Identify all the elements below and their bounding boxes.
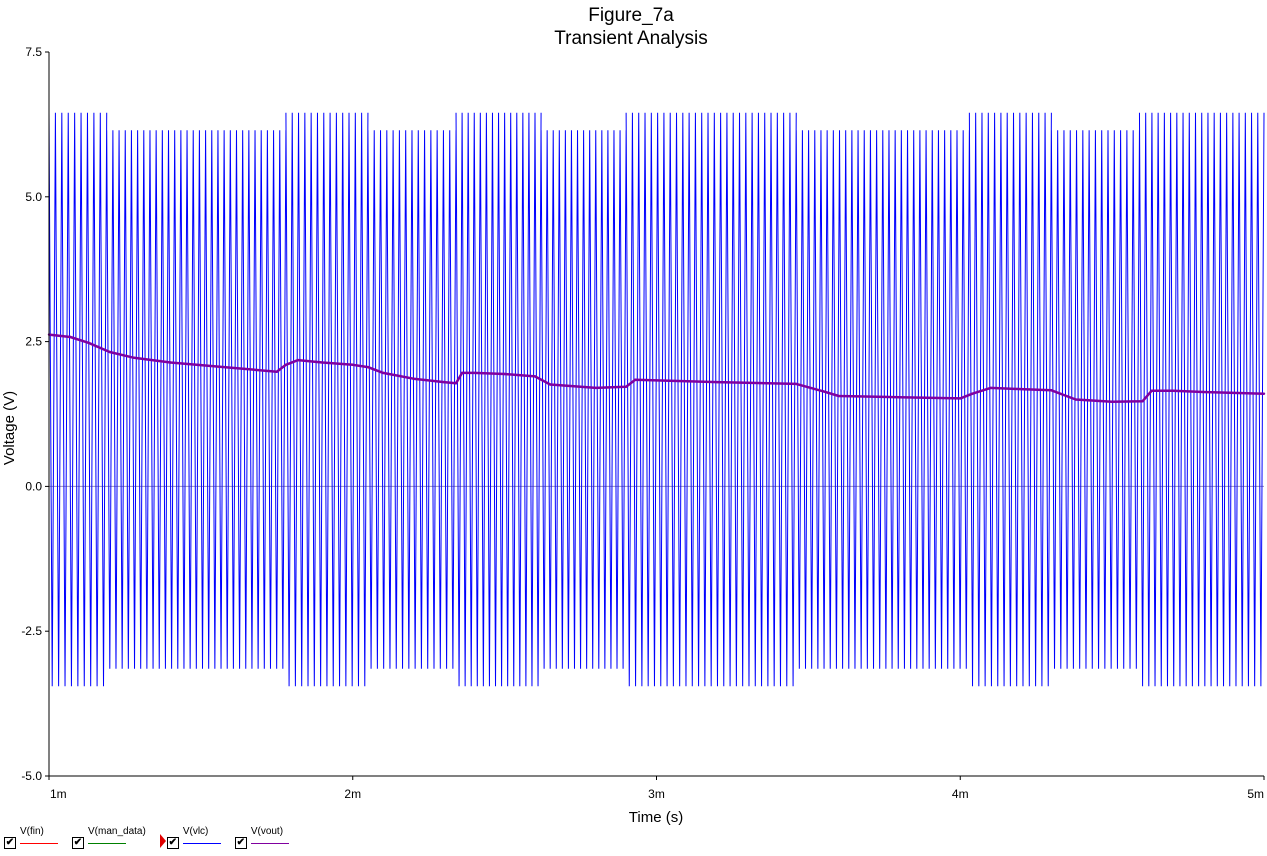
x-tick-label: 4m <box>952 787 969 801</box>
data-point <box>230 366 233 369</box>
series-line-vlc <box>48 112 1265 687</box>
legend-label: V(fin) <box>20 826 44 837</box>
y-tick-label: -5.0 <box>21 769 42 783</box>
data-point <box>460 371 464 375</box>
x-tick-label: 5m <box>1247 787 1264 801</box>
data-point <box>454 382 458 385</box>
y-tick-label: 7.5 <box>25 45 42 59</box>
x-tick-label: 2m <box>344 787 361 801</box>
selected-trace-marker-icon <box>159 834 166 848</box>
legend-checkbox[interactable]: ✔ <box>72 837 84 849</box>
data-point <box>634 378 637 381</box>
data-point <box>1171 389 1175 392</box>
data-point <box>366 365 370 369</box>
data-point <box>1074 398 1077 401</box>
data-point <box>473 371 476 375</box>
legend-checkbox[interactable]: ✔ <box>234 837 247 849</box>
data-point <box>533 375 537 378</box>
data-point <box>971 392 974 395</box>
data-point <box>1050 389 1053 392</box>
legend-item-vlc[interactable]: ✔ V(vlc) <box>159 826 221 849</box>
legend-swatch <box>20 843 58 844</box>
legend-checkbox[interactable]: ✔ <box>4 837 16 849</box>
data-point <box>1262 392 1266 395</box>
data-point <box>1150 389 1153 392</box>
data-point <box>275 370 278 373</box>
data-point <box>69 335 72 339</box>
legend-checkbox[interactable]: ✔ <box>166 837 179 849</box>
data-point <box>503 372 506 376</box>
data-point <box>624 385 628 388</box>
y-tick-label: 5.0 <box>25 190 42 204</box>
data-point <box>837 394 840 398</box>
data-point <box>989 386 992 390</box>
data-point <box>1110 400 1114 403</box>
chart-title: Figure_7a <box>588 5 674 26</box>
data-point <box>898 396 901 399</box>
data-point <box>108 350 111 354</box>
chart-subtitle: Transient Analysis <box>554 28 707 49</box>
legend-item-fin[interactable]: ✔ V(fin) <box>4 826 58 849</box>
data-point <box>132 356 136 359</box>
legend-item-vout[interactable]: ✔ V(vout) <box>234 826 289 849</box>
x-tick-label: 3m <box>648 787 665 801</box>
data-point <box>284 363 288 366</box>
x-axis-label: Time (s) <box>629 809 683 826</box>
data-point <box>959 397 962 400</box>
legend: ✔ V(fin) ✔ V(man_data) ✔ V(vlc) ✔ V(vout… <box>4 826 303 852</box>
data-point <box>822 390 825 393</box>
data-point <box>321 361 324 364</box>
data-point <box>442 380 446 384</box>
legend-label: V(vlc) <box>182 826 209 837</box>
y-tick-label: 0.0 <box>25 479 42 493</box>
legend-label: V(man_data) <box>88 826 146 837</box>
y-tick-label: -2.5 <box>21 624 42 638</box>
legend-item-man-data[interactable]: ✔ V(man_data) <box>72 826 146 849</box>
x-tick-label: 1m <box>50 787 67 801</box>
data-point <box>412 377 415 380</box>
y-axis-label: Voltage (V) <box>1 391 18 465</box>
data-point <box>381 371 385 375</box>
data-point <box>716 380 719 384</box>
data-point <box>1141 400 1144 403</box>
data-point <box>87 341 90 344</box>
plot-area <box>47 112 1266 687</box>
axes: 7.5 5.0 2.5 0.0 -2.5 -5.0 1m 2m 3m 4m 5m <box>21 45 1265 801</box>
legend-swatch <box>182 843 221 844</box>
legend-label: V(vout) <box>250 826 284 837</box>
data-point <box>655 379 658 382</box>
legend-swatch <box>88 843 126 844</box>
data-point <box>296 358 300 362</box>
data-point <box>351 363 354 366</box>
data-point <box>1202 390 1205 394</box>
data-point <box>549 383 552 386</box>
data-point <box>169 361 172 364</box>
data-point <box>594 386 597 390</box>
y-tick-label: 2.5 <box>25 335 42 349</box>
data-point <box>1019 387 1023 391</box>
data-point <box>795 382 798 386</box>
legend-swatch <box>250 843 289 844</box>
